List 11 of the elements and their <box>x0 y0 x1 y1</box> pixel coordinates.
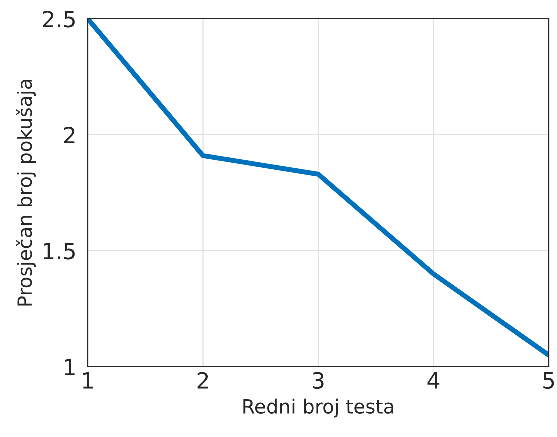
y-axis-title: Prosječan broj pokušaja <box>16 80 36 306</box>
y-tick-label: 2.5 <box>43 10 75 28</box>
x-tick-label: 1 <box>83 372 94 389</box>
x-tick-label: 3 <box>313 372 324 390</box>
x-tick-label: 4 <box>428 372 440 389</box>
x-axis-title: Redni broj testa <box>244 398 394 418</box>
y-tick-label: 2 <box>64 126 75 144</box>
y-tick-label: 1.5 <box>44 243 75 260</box>
x-tick-label: 5 <box>544 372 554 390</box>
x-tick-label: 2 <box>198 372 208 389</box>
y-tick-label: 1 <box>65 359 75 376</box>
